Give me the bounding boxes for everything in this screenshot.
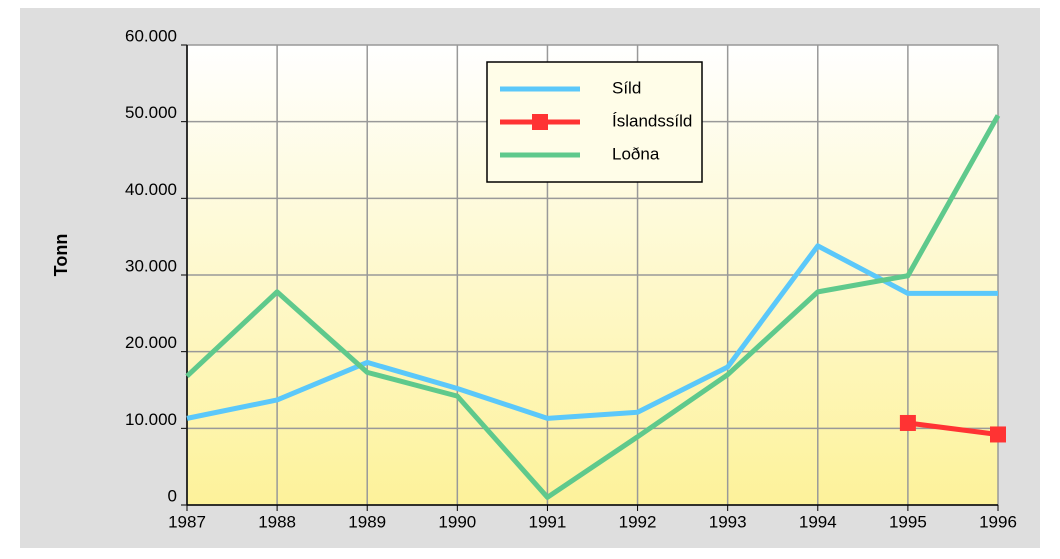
series-marker — [990, 426, 1006, 443]
x-tick-label: 1995 — [889, 512, 927, 531]
series-line — [907, 420, 999, 437]
x-tick-label: 1992 — [619, 512, 657, 531]
x-tick-label: 1994 — [799, 512, 837, 531]
y-tick-label: 40.000 — [125, 180, 177, 199]
y-axis-label: Tonn — [51, 234, 71, 277]
series-marker — [899, 414, 916, 431]
legend-label: Íslandssíld — [612, 111, 692, 130]
y-tick-label: 0 — [168, 486, 177, 505]
y-tick-label: 10.000 — [125, 410, 177, 429]
legend-label: Loðna — [612, 144, 660, 163]
series-line — [185, 114, 1001, 500]
legend-label: Síld — [612, 78, 641, 97]
x-tick-label: 1993 — [709, 512, 747, 531]
x-tick-label: 1988 — [258, 512, 296, 531]
y-tick-label: 60.000 — [125, 26, 177, 45]
y-tick-label: 20.000 — [125, 333, 177, 352]
x-tick-label: 1990 — [438, 512, 476, 531]
legend-marker — [532, 114, 548, 130]
y-tick-label: 50.000 — [125, 103, 177, 122]
y-tick-label: 30.000 — [125, 256, 177, 275]
x-tick-label: 1991 — [529, 512, 567, 531]
x-tick-label: 1989 — [348, 512, 386, 531]
x-tick-label: 1996 — [979, 512, 1017, 531]
series-line — [186, 243, 998, 421]
x-tick-label: 1987 — [168, 512, 206, 531]
